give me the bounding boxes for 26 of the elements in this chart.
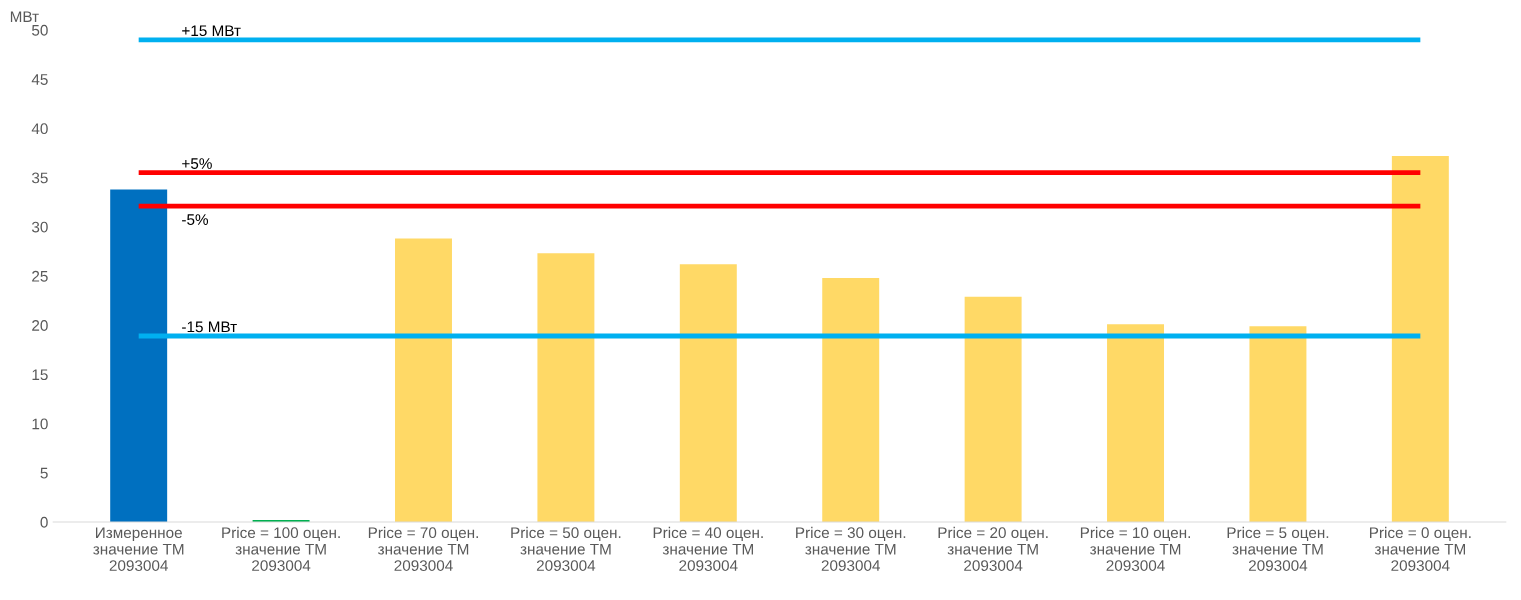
x-tick-label: Price = 20 оцен. значение ТМ 2093004 (938, 526, 1048, 571)
annotation: -5% (182, 214, 209, 225)
y-tick-label: 40 (31, 123, 48, 135)
x-tick-label: Price = 30 оцен. значение ТМ 2093004 (796, 526, 906, 571)
x-tick-label: Price = 50 оцен. значение ТМ 2093004 (511, 526, 621, 571)
y-tick-label: 10 (32, 418, 48, 430)
x-tick-label: Измеренное значение ТМ 2093004 (93, 527, 184, 571)
ref-line-label: +15 МВт (182, 25, 241, 37)
y-axis-title: МВт (10, 11, 39, 22)
x-tick-label: Price = 40 оцен. значение ТМ 2093004 (653, 526, 763, 571)
y-tick-label: 45 (31, 74, 48, 85)
y-tick-label: 50 (31, 24, 48, 36)
y-tick-label: 20 (32, 320, 48, 331)
x-tick-label: Price = 100 оцен. значение ТМ 2093004 (222, 526, 340, 571)
y-tick-label: 5 (40, 467, 48, 479)
x-tick-label: Price = 70 оцен. значение ТМ 2093004 (368, 526, 478, 571)
x-tick-label: Price = 0 оцен. значение ТМ 2093004 (1369, 526, 1471, 571)
x-tick-label: Price = 10 оцен. значение ТМ 2093004 (1080, 526, 1190, 571)
y-tick-label: 25 (32, 270, 48, 282)
ref-line-label: -15 МВт (182, 321, 237, 333)
y-tick-label: 30 (31, 221, 48, 233)
y-tick-label: 15 (32, 369, 48, 381)
x-tick-label: Price = 5 оцен. значение ТМ 2093004 (1227, 526, 1329, 571)
y-tick-label: 35 (31, 172, 48, 184)
y-tick-label: 0 (40, 516, 48, 528)
annotation: +5% (182, 158, 212, 169)
